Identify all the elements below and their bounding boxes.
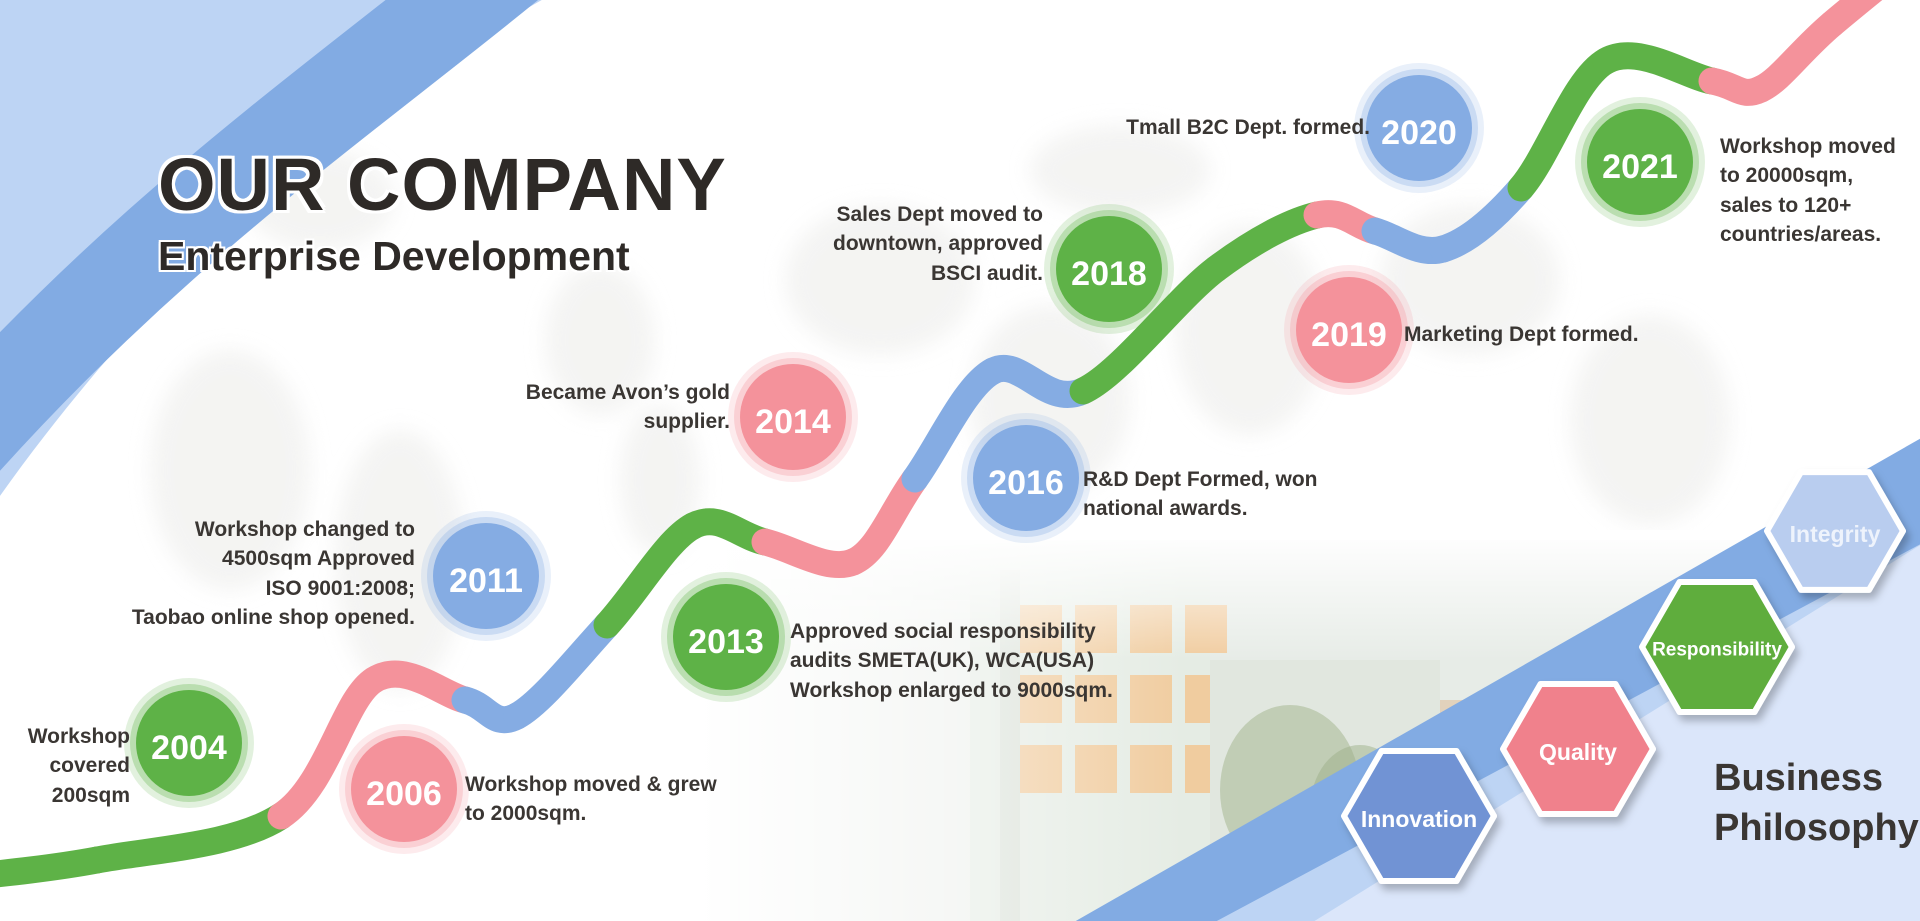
svg-text:2011: 2011 (449, 562, 523, 600)
svg-text:Integrity: Integrity (1790, 521, 1881, 547)
svg-text:2020: 2020 (1381, 114, 1457, 152)
svg-text:2014: 2014 (755, 403, 831, 441)
svg-text:Business: Business (1714, 757, 1883, 799)
svg-text:Quality: Quality (1539, 739, 1617, 765)
svg-text:Responsibility: Responsibility (1652, 640, 1782, 661)
svg-text:2013: 2013 (688, 623, 764, 661)
svg-text:2021: 2021 (1602, 148, 1678, 186)
svg-text:2006: 2006 (366, 775, 442, 813)
svg-text:2004: 2004 (151, 729, 227, 767)
svg-text:Innovation: Innovation (1361, 806, 1477, 832)
svg-text:Philosophy: Philosophy (1714, 807, 1919, 849)
svg-text:2019: 2019 (1311, 316, 1387, 354)
svg-text:2016: 2016 (988, 464, 1064, 502)
svg-text:2018: 2018 (1071, 255, 1147, 293)
